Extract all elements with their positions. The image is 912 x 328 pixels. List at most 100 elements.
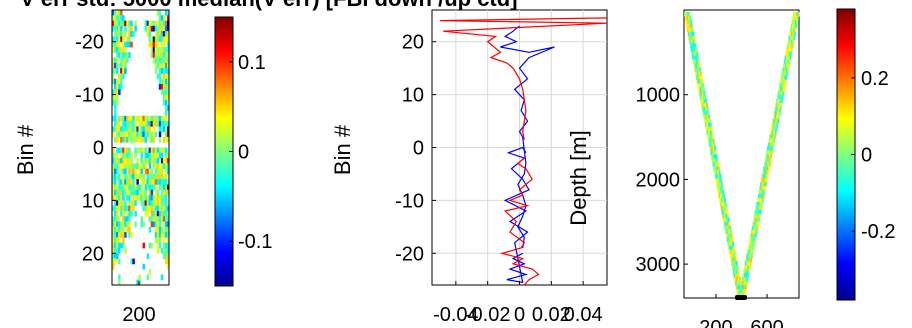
heatmap-cell bbox=[122, 200, 125, 207]
heatmap-cell bbox=[162, 20, 166, 27]
heatmap-cell bbox=[166, 210, 170, 217]
profile-cell bbox=[721, 194, 724, 199]
heatmap-cell bbox=[158, 131, 162, 138]
heatmap-cell bbox=[156, 41, 160, 48]
profile-cell bbox=[792, 31, 795, 37]
heatmap-cell bbox=[160, 78, 164, 85]
heatmap-cell bbox=[114, 247, 117, 254]
heatmap-cell bbox=[164, 163, 168, 170]
heatmap-cell bbox=[156, 216, 160, 222]
heatmap-cell bbox=[160, 25, 164, 32]
heatmap-cell bbox=[130, 179, 133, 185]
heatmap-cell bbox=[148, 36, 152, 43]
heatmap-cell bbox=[120, 36, 123, 43]
heatmap-cell bbox=[162, 173, 166, 180]
heatmap-cell bbox=[164, 184, 168, 191]
heatmap-cell bbox=[164, 131, 168, 138]
profile-cell bbox=[726, 221, 729, 227]
heatmap-cell bbox=[112, 147, 115, 154]
heatmap-cell bbox=[114, 226, 117, 233]
profile-cell bbox=[684, 15, 687, 21]
heatmap-cell bbox=[130, 205, 133, 212]
heatmap-cell bbox=[118, 115, 121, 122]
profile-cell bbox=[768, 146, 771, 152]
profile-cell bbox=[720, 194, 722, 199]
profile-cell bbox=[721, 182, 723, 187]
heatmap-cell bbox=[160, 68, 164, 74]
profile-cell bbox=[703, 99, 706, 104]
profile-cell bbox=[702, 103, 705, 108]
heatmap-cell bbox=[124, 200, 127, 207]
profile-cell bbox=[748, 261, 750, 266]
heatmap-cell bbox=[118, 221, 121, 228]
profile-cell bbox=[727, 241, 730, 247]
profile-cell bbox=[686, 23, 689, 29]
profile-cell bbox=[755, 221, 758, 227]
x-tick-label: 200 bbox=[699, 317, 732, 328]
profile-cell bbox=[697, 83, 700, 88]
heatmap-cell bbox=[114, 136, 117, 143]
heatmap-cell bbox=[148, 189, 152, 196]
profile-cell bbox=[717, 170, 719, 175]
profile-cell bbox=[738, 281, 740, 286]
profile-cell bbox=[697, 55, 699, 60]
heatmap-cell bbox=[164, 126, 168, 133]
profile-cell bbox=[774, 107, 777, 112]
profile-cell bbox=[712, 154, 715, 159]
heatmap-cell bbox=[118, 31, 121, 37]
profile-cell bbox=[742, 273, 745, 278]
profile-cell bbox=[720, 205, 723, 211]
profile-cell bbox=[696, 75, 698, 80]
heatmap-cell bbox=[112, 184, 115, 191]
heatmap-cell bbox=[162, 216, 166, 222]
heatmap-cell bbox=[156, 152, 160, 159]
profile-cell bbox=[715, 162, 718, 167]
heatmap-cell bbox=[124, 20, 127, 27]
heatmap-cell bbox=[154, 163, 158, 170]
heatmap-cell bbox=[122, 242, 125, 249]
heatmap-cell bbox=[118, 247, 121, 254]
heatmap-cell bbox=[166, 216, 170, 222]
heatmap-cell bbox=[128, 221, 131, 228]
profile-cell bbox=[770, 130, 772, 136]
heatmap-cell bbox=[166, 136, 170, 143]
heatmap-cell bbox=[162, 210, 166, 217]
heatmap-cell bbox=[160, 205, 164, 212]
heatmap-cell bbox=[112, 205, 115, 212]
profile-cell bbox=[745, 257, 748, 262]
heatmap-cell bbox=[128, 168, 131, 175]
profile-cell bbox=[713, 158, 716, 163]
heatmap-cell bbox=[144, 163, 148, 170]
profile-cell bbox=[794, 27, 797, 33]
heatmap-cell bbox=[140, 179, 143, 185]
heatmap-cell bbox=[136, 126, 139, 133]
heatmap-cell bbox=[142, 173, 145, 180]
profile-cell bbox=[726, 237, 729, 243]
profile-cell bbox=[727, 217, 730, 223]
heatmap-cell bbox=[114, 47, 117, 53]
heatmap-cell bbox=[148, 173, 152, 180]
heatmap-cell bbox=[144, 20, 148, 27]
profile-cell bbox=[760, 182, 762, 187]
profile-cell bbox=[791, 19, 794, 25]
profile-cell bbox=[705, 114, 707, 120]
heatmap-cell bbox=[124, 221, 127, 228]
profile-cell bbox=[757, 221, 760, 227]
profile-cell bbox=[797, 12, 800, 17]
profile-cell bbox=[699, 95, 702, 100]
heatmap-cell bbox=[126, 189, 129, 196]
profile-cell bbox=[761, 194, 763, 199]
heatmap-cell bbox=[114, 31, 117, 37]
heatmap-cell bbox=[144, 205, 148, 212]
heatmap-cell bbox=[114, 84, 117, 90]
profile-cell bbox=[702, 83, 705, 88]
profile-cell bbox=[702, 107, 704, 112]
heatmap-cell bbox=[128, 195, 131, 201]
heatmap-cell bbox=[134, 210, 137, 217]
heatmap-cell bbox=[152, 221, 156, 228]
profile-cell bbox=[758, 217, 760, 223]
profile-cell bbox=[786, 63, 789, 68]
profile-cell bbox=[744, 273, 746, 278]
profile-cell bbox=[770, 138, 772, 144]
profile-cell bbox=[782, 75, 785, 80]
